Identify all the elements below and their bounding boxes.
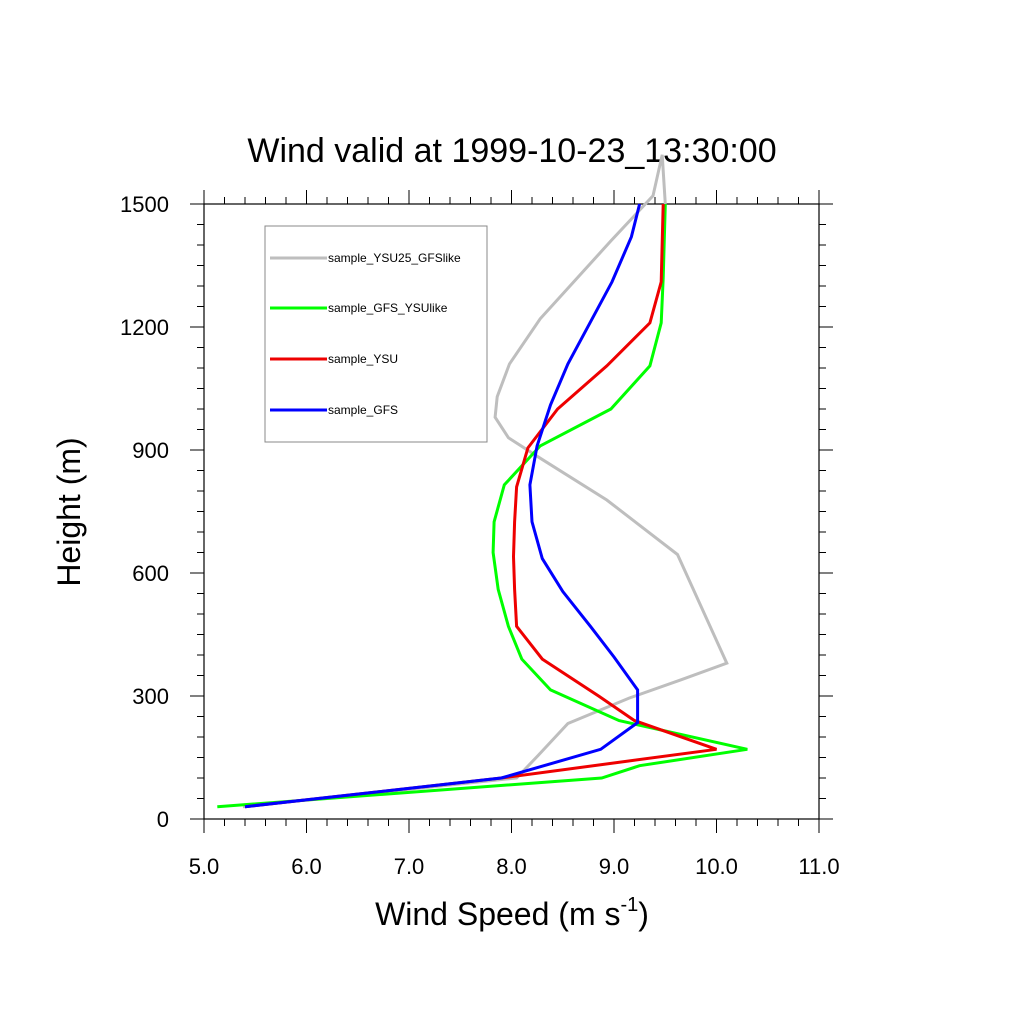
y-tick-label: 600 [132, 561, 169, 586]
y-axis-title: Height (m) [51, 437, 87, 586]
x-tick-labels: 5.0 6.0 7.0 8.0 9.0 10.0 11.0 [189, 854, 840, 879]
legend-box [264, 225, 488, 443]
series-line-sample-gfs-ysulike [217, 203, 748, 809]
series-line-sample-ysu [244, 203, 717, 809]
x-tick-label: 11.0 [798, 854, 839, 879]
y-tick-labels: 0 300 600 900 1200 1500 [120, 192, 169, 832]
legend-label: sample_YSU25_GFSlike [328, 251, 461, 265]
x-tick-label: 7.0 [394, 854, 425, 879]
legend-label: sample_GFS_YSUlike [328, 301, 448, 315]
series-lines [217, 154, 748, 809]
series-line-sample-gfs [244, 203, 642, 809]
x-tick-label: 6.0 [291, 854, 322, 879]
x-tick-label: 10.0 [695, 854, 738, 879]
x-tick-label: 5.0 [189, 854, 220, 879]
x-axis-title: Wind Speed (m s-1) [375, 894, 649, 932]
legend: sample_YSU25_GFSlike sample_GFS_YSUlikesa… [264, 225, 488, 443]
y-tick-label: 300 [132, 684, 169, 709]
x-tick-label: 8.0 [496, 854, 527, 879]
chart-title: Wind valid at 1999-10-23_13:30:00 [247, 132, 776, 170]
y-tick-label: 0 [157, 807, 169, 832]
x-tick-label: 9.0 [599, 854, 630, 879]
legend-label: sample_YSU [328, 352, 398, 366]
series-line-sample-ysu25-gfslike [242, 154, 729, 809]
y-tick-label: 1500 [120, 192, 169, 217]
legend-label: sample_GFS [328, 403, 398, 417]
axis-ticks [190, 190, 833, 833]
y-tick-label: 900 [132, 438, 169, 463]
y-tick-label: 1200 [120, 315, 169, 340]
